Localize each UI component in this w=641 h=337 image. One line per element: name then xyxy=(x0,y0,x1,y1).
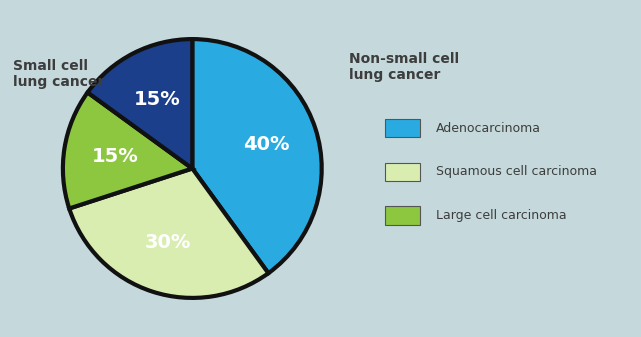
Text: Adenocarcinoma: Adenocarcinoma xyxy=(436,122,541,134)
Wedge shape xyxy=(192,39,322,273)
Wedge shape xyxy=(69,168,269,298)
Bar xyxy=(385,206,420,225)
Wedge shape xyxy=(88,39,192,168)
Text: Small cell
lung cancer: Small cell lung cancer xyxy=(13,59,104,89)
Bar xyxy=(385,163,420,181)
Wedge shape xyxy=(63,92,192,209)
Text: Squamous cell carcinoma: Squamous cell carcinoma xyxy=(436,165,597,178)
Bar xyxy=(385,119,420,137)
Text: 15%: 15% xyxy=(134,90,180,109)
Text: Large cell carcinoma: Large cell carcinoma xyxy=(436,209,567,222)
Text: Non-small cell
lung cancer: Non-small cell lung cancer xyxy=(349,52,460,83)
Text: 40%: 40% xyxy=(243,135,289,154)
Text: 30%: 30% xyxy=(145,233,192,252)
Text: 15%: 15% xyxy=(92,147,139,166)
